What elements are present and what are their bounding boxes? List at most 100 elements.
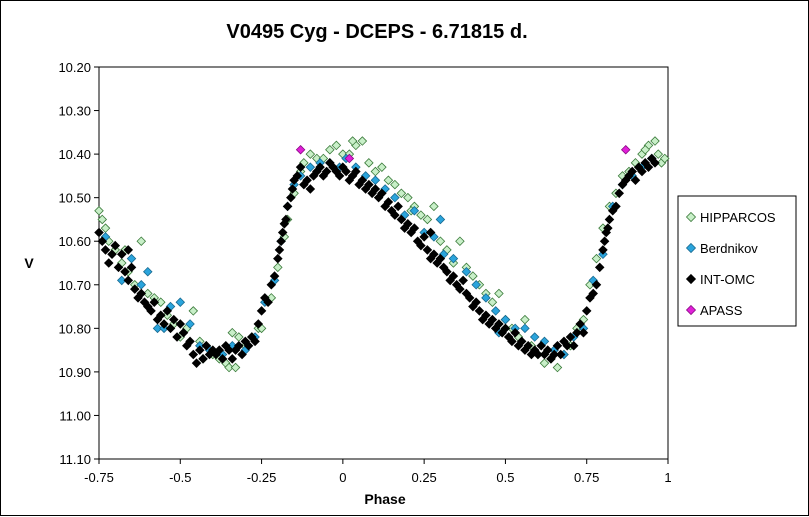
data-point xyxy=(185,319,195,329)
data-point xyxy=(305,184,316,194)
data-point xyxy=(172,332,182,342)
data-point xyxy=(250,336,260,347)
data-point xyxy=(575,319,585,329)
legend-marker xyxy=(685,211,697,223)
data-point xyxy=(536,340,546,351)
data-point xyxy=(227,327,238,338)
legend-label: INT-OMC xyxy=(700,272,755,287)
data-point xyxy=(604,214,615,225)
x-tick-label: 1 xyxy=(664,470,671,485)
legend-marker xyxy=(685,273,697,285)
data-point xyxy=(409,223,420,233)
y-axis: 10.20 10.30 10.40 10.50 10.60 10.70 10.80 10.90… xyxy=(58,60,99,467)
y-tick-label: 10.30 xyxy=(58,104,91,119)
y-tick-label: 10.60 xyxy=(58,234,91,249)
data-point xyxy=(97,236,108,246)
data-point xyxy=(627,166,637,177)
legend-label: HIPPARCOS xyxy=(700,210,776,225)
data-point xyxy=(281,214,291,225)
data-point xyxy=(156,310,166,321)
data-point xyxy=(383,175,394,186)
data-point xyxy=(188,306,199,316)
data-point xyxy=(455,284,465,294)
data-point xyxy=(630,175,641,186)
data-point xyxy=(263,297,273,307)
data-point xyxy=(507,336,517,347)
data-point xyxy=(603,223,613,233)
data-point xyxy=(237,349,247,360)
data-point xyxy=(357,175,368,186)
data-point xyxy=(295,144,306,155)
data-point xyxy=(516,336,527,347)
data-point xyxy=(455,236,465,246)
legend-marker xyxy=(685,242,697,254)
legend-box xyxy=(677,195,797,327)
data-point xyxy=(143,288,153,299)
y-tick-label: 10.90 xyxy=(58,365,91,380)
data-point xyxy=(562,340,572,351)
data-point xyxy=(377,162,387,172)
data-point xyxy=(464,293,475,303)
data-point xyxy=(136,288,147,299)
data-point xyxy=(175,297,186,307)
data-point xyxy=(487,297,498,307)
data-point xyxy=(146,306,156,316)
y-tick-label: 11.10 xyxy=(59,452,91,467)
data-point xyxy=(581,306,592,316)
data-point xyxy=(287,184,298,194)
data-point xyxy=(552,362,563,373)
data-point xyxy=(136,236,147,246)
data-point xyxy=(243,340,254,351)
data-point xyxy=(269,271,280,281)
data-point xyxy=(529,332,540,342)
data-point xyxy=(614,188,624,199)
data-point xyxy=(198,354,208,364)
x-tick-label: 0.25 xyxy=(411,470,436,485)
data-point xyxy=(565,332,576,342)
y-tick-label: 10.80 xyxy=(58,321,91,336)
data-point xyxy=(201,340,212,351)
series-int-omc xyxy=(94,153,660,368)
data-point xyxy=(422,245,433,255)
data-point xyxy=(448,271,459,281)
legend: HIPPARCOS Berdnikov INT-OMC APASS xyxy=(677,195,797,327)
data-point xyxy=(253,319,264,329)
data-point xyxy=(416,240,426,251)
data-point xyxy=(422,214,433,225)
data-point xyxy=(103,258,114,268)
data-point xyxy=(471,280,481,290)
x-axis: -0.75 -0.5 -0.25 0 0.25 0.5 0.75 1 xyxy=(84,459,672,485)
data-point xyxy=(419,232,429,242)
data-point xyxy=(568,340,579,351)
data-point xyxy=(107,249,117,260)
data-point xyxy=(286,192,296,203)
data-point xyxy=(390,210,400,220)
data-point xyxy=(94,227,104,238)
data-point xyxy=(274,245,285,255)
data-point xyxy=(341,166,351,177)
data-point xyxy=(409,205,420,216)
data-point xyxy=(396,214,407,225)
data-point xyxy=(364,179,374,190)
y-tick-label: 10.70 xyxy=(58,278,91,293)
y-tick-label: 11.00 xyxy=(59,408,91,423)
data-point xyxy=(549,349,559,360)
data-point xyxy=(416,210,426,220)
data-point xyxy=(481,293,491,303)
data-point xyxy=(533,349,543,360)
data-point xyxy=(282,201,293,212)
data-point xyxy=(224,362,234,373)
data-point xyxy=(120,266,130,277)
legend-label: Berdnikov xyxy=(700,241,758,256)
data-point xyxy=(539,358,550,368)
data-point xyxy=(429,201,439,212)
data-point xyxy=(273,253,283,264)
data-point xyxy=(321,166,332,177)
data-point xyxy=(429,249,439,260)
data-point xyxy=(500,323,511,334)
data-point xyxy=(640,144,651,155)
data-point xyxy=(234,340,244,351)
data-point xyxy=(599,236,610,246)
data-point xyxy=(598,245,608,255)
data-point xyxy=(230,362,241,373)
